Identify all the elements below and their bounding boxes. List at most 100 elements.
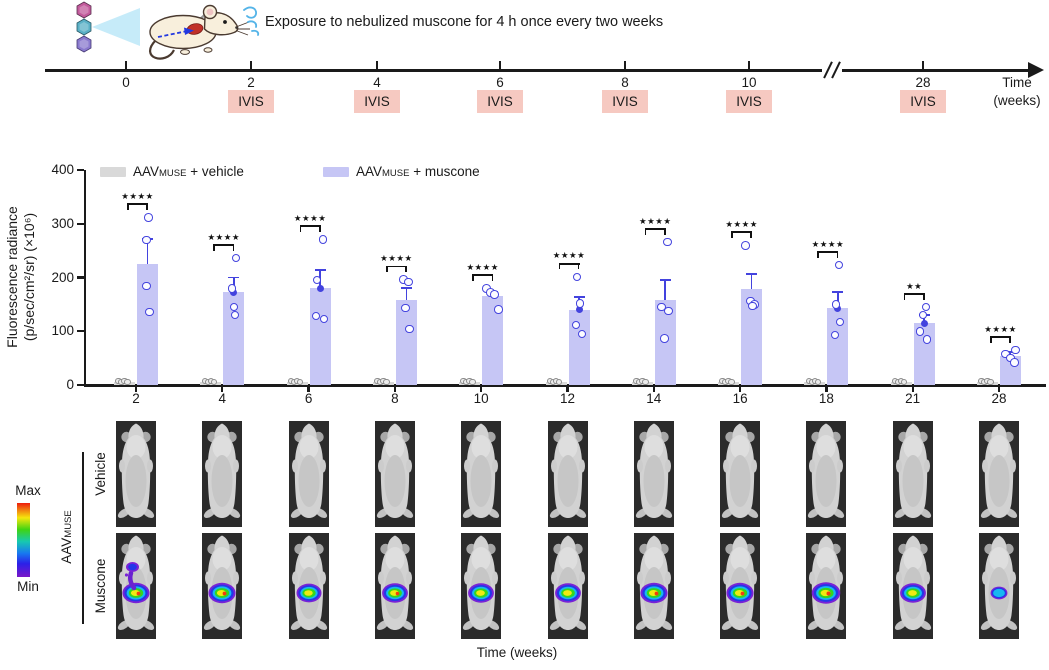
- error-bar-cap: [314, 269, 326, 271]
- error-bar-cap: [746, 273, 758, 276]
- ivis-image-vehicle-week-28: [979, 421, 1019, 527]
- x-axis-tick: [825, 387, 828, 392]
- group-divider-line: [82, 452, 84, 624]
- colorbar-max-label: Max: [15, 483, 41, 498]
- data-point-muscone: [405, 324, 414, 334]
- sig-bracket-leg: [405, 265, 407, 273]
- timeline-tick: [921, 61, 925, 70]
- data-point-muscone: [1010, 358, 1019, 367]
- data-point-vehicle: [728, 378, 735, 386]
- data-point-muscone: [572, 272, 582, 282]
- ivis-image-vehicle-week-21: [892, 421, 933, 527]
- y-axis-tick: [76, 168, 84, 172]
- ivis-image-vehicle-week-4: [202, 421, 243, 527]
- x-axis-tick: [393, 387, 397, 392]
- bar-muscone-week-16: [741, 289, 763, 385]
- mean-dot: [920, 319, 928, 327]
- error-bar: [923, 315, 926, 324]
- x-axis-tick: [738, 387, 742, 392]
- x-tick-label: 2: [132, 391, 140, 406]
- sig-bracket-leg: [990, 336, 992, 343]
- row-label-vehicle: Vehicle: [93, 452, 108, 496]
- timeline-week-label: 8: [621, 75, 629, 90]
- sig-bracket: [817, 251, 839, 253]
- data-point-muscone: [915, 326, 925, 336]
- timeline-week-label: 6: [496, 75, 504, 90]
- y-axis-tick: [76, 330, 84, 333]
- data-point-muscone: [401, 303, 410, 313]
- x-axis-tick: [134, 387, 138, 392]
- timeline-tick: [498, 61, 502, 70]
- legend-label-vehicle: AAVMUSE + vehicle: [133, 164, 244, 179]
- error-bar: [146, 238, 149, 265]
- ivis-image-vehicle-week-8: [374, 421, 415, 527]
- group-label-aavmuse: AAVMUSE: [59, 510, 74, 564]
- sig-bracket-leg: [903, 293, 906, 300]
- data-point-muscone: [577, 329, 587, 339]
- data-point-vehicle: [296, 378, 304, 386]
- data-point-muscone: [144, 213, 153, 222]
- data-point-muscone: [312, 275, 322, 285]
- data-point-vehicle: [555, 378, 563, 386]
- error-bar: [664, 280, 667, 301]
- sig-bracket: [990, 336, 1011, 338]
- sig-bracket-leg: [146, 203, 148, 210]
- data-point-vehicle: [642, 378, 649, 386]
- sig-bracket: [213, 244, 235, 246]
- ivis-image-vehicle-week-6: [288, 421, 329, 527]
- data-point-muscone: [922, 335, 932, 344]
- y-tick-label: 200: [51, 269, 74, 285]
- timeline-tick: [249, 61, 253, 70]
- x-axis-tick: [566, 387, 569, 392]
- x-tick-label: 18: [818, 391, 834, 406]
- data-point-muscone: [831, 300, 841, 309]
- y-tick-label: 300: [51, 215, 74, 231]
- x-axis-tick: [997, 387, 1001, 392]
- mouse-eye: [223, 20, 227, 24]
- ivis-badge: IVIS: [726, 90, 772, 113]
- x-tick-label: 6: [304, 391, 313, 406]
- bar-muscone-week-2: [137, 264, 158, 385]
- data-point-muscone: [663, 237, 672, 247]
- error-bar-cap: [573, 295, 585, 298]
- x-tick-label: 4: [218, 391, 227, 406]
- data-point-muscone: [835, 317, 845, 327]
- sig-bracket: [385, 265, 407, 268]
- data-point-muscone: [834, 260, 844, 270]
- error-bar: [750, 274, 753, 290]
- x-axis-tick: [480, 387, 483, 392]
- bar-muscone-week-8: [395, 300, 417, 385]
- mean-dot: [575, 306, 583, 314]
- sig-bracket-leg: [299, 225, 302, 232]
- y-axis-title: Fluorescence radiance (p/sec/cm²/sr) (×1…: [4, 206, 37, 348]
- bar-muscone-week-18: [827, 308, 849, 385]
- sig-bracket-leg: [232, 244, 235, 251]
- significance-stars: ★★★★: [466, 261, 499, 272]
- y-tick-label: 400: [51, 162, 74, 177]
- x-tick-label: 12: [559, 391, 576, 406]
- bar-muscone-week-4: [223, 292, 245, 385]
- timeline-line: [45, 69, 1034, 72]
- sig-bracket: [558, 262, 580, 265]
- legend-label-muscone: AAVMUSE + muscone: [356, 164, 480, 179]
- y-axis-tick: [76, 222, 84, 225]
- sig-bracket: [731, 231, 753, 233]
- ivis-badge: IVIS: [477, 90, 523, 113]
- sig-bracket-leg: [731, 231, 733, 238]
- sig-bracket: [644, 228, 666, 230]
- sig-bracket: [127, 203, 148, 205]
- timeline-week-label: 2: [247, 75, 255, 90]
- row-label-muscone: Muscone: [93, 558, 108, 614]
- legend-swatch-vehicle: [100, 166, 126, 177]
- ivis-image-vehicle-week-18: [806, 421, 847, 527]
- error-bar-cap: [659, 279, 671, 282]
- data-point-muscone: [830, 330, 840, 340]
- ivis-image-vehicle-week-10: [461, 421, 502, 527]
- ivis-image-muscone-week-21: [892, 533, 933, 639]
- ivis-image-muscone-week-14: [633, 533, 674, 639]
- x-tick-label: 28: [991, 391, 1007, 406]
- timeline-tick: [747, 61, 751, 70]
- sig-bracket-leg: [385, 265, 388, 273]
- timeline-week-label: 0: [122, 75, 130, 90]
- y-axis-tick: [76, 276, 84, 279]
